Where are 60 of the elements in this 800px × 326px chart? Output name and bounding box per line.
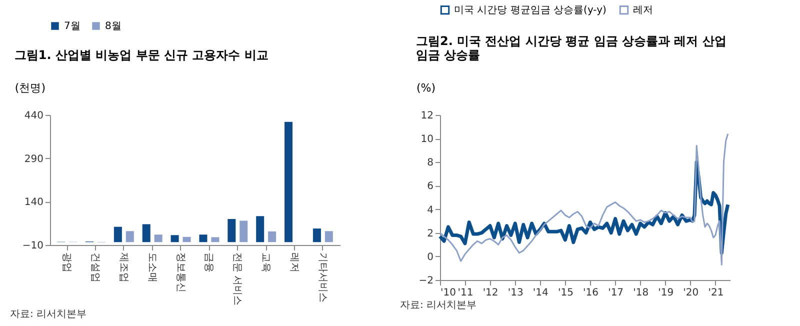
y-tick-label: 440 — [24, 110, 44, 122]
bar — [126, 231, 134, 242]
x-tick-label: '20 — [683, 288, 699, 298]
x-tick-label: '18 — [633, 288, 649, 298]
bar — [312, 228, 321, 242]
x-tick-label: '12 — [482, 288, 498, 298]
legend-label: 미국 시간당 평균임금 상승률(y-y) — [454, 5, 607, 16]
y-tick-label: 4 — [427, 204, 434, 216]
x-tick-label: 기타서비스 — [316, 252, 328, 302]
x-tick-label: '10 — [440, 288, 456, 298]
y-tick-label: 8 — [427, 158, 434, 169]
x-tick-label: 금융 — [203, 252, 214, 272]
x-tick-label: '13 — [508, 288, 524, 298]
x-tick-label: 광업 — [61, 252, 72, 272]
bar — [228, 219, 236, 242]
bar — [284, 122, 293, 242]
bar — [268, 231, 276, 242]
y-tick-label: −2 — [418, 276, 434, 286]
bar — [240, 220, 248, 242]
bar — [154, 234, 162, 242]
bar — [324, 231, 333, 242]
y-tick-label: 290 — [24, 154, 44, 165]
y-tick-label: 0 — [427, 252, 434, 263]
legend-label: 8월 — [105, 21, 122, 32]
x-tick-label: '14 — [532, 288, 548, 298]
x-tick-label: 전문 서비스 — [232, 252, 243, 306]
y-tick-label: −10 — [22, 240, 44, 252]
x-tick-label: 도소매 — [146, 252, 158, 282]
bar — [211, 237, 220, 242]
y-tick-label: 10 — [420, 134, 434, 146]
x-tick-label: 정보통신 — [174, 252, 186, 292]
bar — [199, 234, 208, 242]
chart-title: 그림1. 산업별 비농업 부문 신규 고용자수 비교 — [14, 48, 268, 62]
x-tick-label: '21 — [708, 288, 724, 298]
y-tick-label: 2 — [427, 228, 434, 240]
x-tick-label: 교육 — [260, 252, 272, 272]
y-tick-label: 140 — [24, 197, 44, 208]
bar — [142, 224, 150, 242]
chart-title: 그림2. 미국 전산업 시간당 평균 임금 상승률과 레저 산업 임금 상승률 — [416, 34, 726, 62]
x-tick-label: 건설업 — [89, 252, 100, 282]
bar — [256, 216, 264, 242]
text: 자료: 리서치본부 — [10, 309, 87, 320]
y-tick-label: 12 — [420, 110, 434, 122]
text: 자료: 리서치본부 — [400, 300, 477, 311]
x-tick-label: '17 — [608, 288, 624, 298]
legend-label: 레저 — [633, 5, 653, 16]
line-series — [439, 133, 729, 266]
x-tick-label: '15 — [558, 288, 574, 298]
bar — [182, 236, 191, 242]
legend-label: 7월 — [64, 21, 80, 32]
x-tick-label: '19 — [658, 288, 674, 298]
y-axis-title: (%) — [416, 82, 436, 94]
y-axis-title: (천명) — [14, 82, 46, 94]
x-tick-label: '16 — [582, 288, 598, 298]
bar — [170, 235, 179, 242]
bar — [114, 226, 122, 242]
x-tick-label: 레저 — [288, 252, 300, 272]
x-tick-label: 제조업 — [118, 252, 129, 282]
y-tick-label: 6 — [427, 181, 434, 192]
x-tick-label: '11 — [458, 288, 474, 298]
